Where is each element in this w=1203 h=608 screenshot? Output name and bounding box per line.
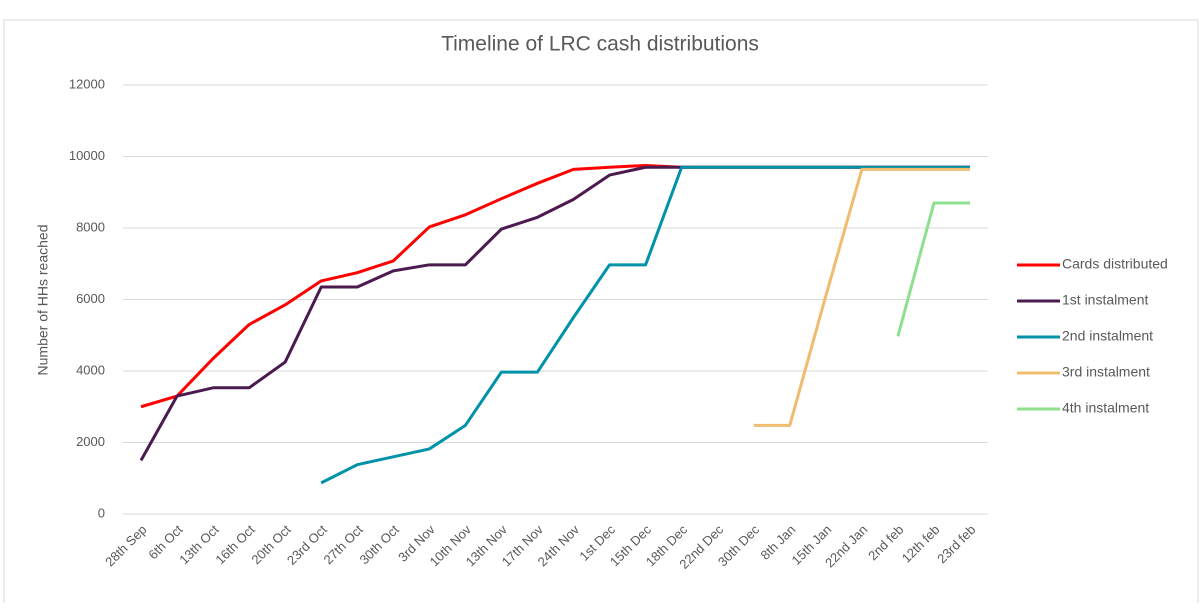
chart-border: [3, 19, 1199, 608]
series-line: [320, 165, 970, 485]
series-line: [896, 201, 970, 337]
legend-label: 2nd instalment: [1062, 328, 1153, 344]
y-axis-label: Number of HHs reached: [35, 225, 51, 376]
legend-label: 3rd instalment: [1062, 364, 1150, 380]
chart-title: Timeline of LRC cash distributions: [441, 33, 759, 56]
x-tick-label: 23rd feb: [934, 522, 978, 566]
x-tick-label: 28th Sep: [102, 522, 149, 569]
x-tick-label: 23rd Oct: [284, 522, 330, 568]
legend-label: 1st instalment: [1062, 292, 1148, 308]
legend-label: Cards distributed: [1062, 256, 1168, 272]
legend-label: 4th instalment: [1062, 400, 1149, 416]
x-tick-label: 30th Oct: [357, 522, 403, 568]
y-tick-label: 4000: [76, 362, 105, 377]
y-tick-label: 8000: [76, 219, 105, 234]
y-tick-label: 6000: [76, 291, 105, 306]
series-line: [139, 165, 970, 462]
y-tick-label: 12000: [69, 76, 105, 91]
x-tick-label: 12th feb: [899, 522, 943, 566]
y-tick-label: 2000: [76, 434, 105, 449]
y-tick-label: 0: [98, 505, 105, 520]
y-tick-label: 10000: [69, 148, 105, 163]
series-line: [753, 167, 970, 427]
